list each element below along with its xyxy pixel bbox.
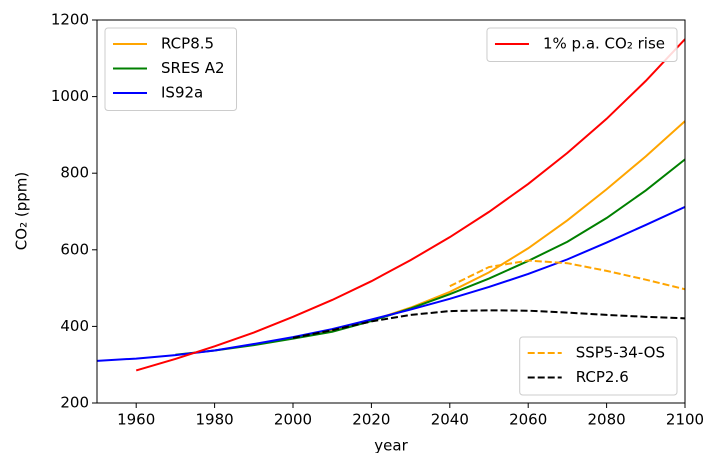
legend-label: RCP8.5 <box>161 35 214 53</box>
x-tick-label: 2040 <box>431 411 469 429</box>
x-tick-label: 2000 <box>274 411 312 429</box>
x-tick-label: 2020 <box>352 411 390 429</box>
x-tick-label: 2100 <box>666 411 704 429</box>
legend-label: 1% p.a. CO₂ rise <box>543 35 665 53</box>
legend-box <box>104 27 238 111</box>
legend-label: SRES A2 <box>161 59 225 77</box>
y-tick-label: 1200 <box>51 11 89 29</box>
legend-box <box>519 336 678 396</box>
legend-label: RCP2.6 <box>576 368 629 386</box>
x-tick-label: 1980 <box>196 411 234 429</box>
line <box>175 158 685 356</box>
y-tick-label: 400 <box>60 317 89 335</box>
line <box>292 309 685 339</box>
y-tick-label: 1000 <box>51 87 89 105</box>
x-tick-label: 2080 <box>588 411 626 429</box>
legend: 1% p.a. CO₂ rise <box>486 27 678 62</box>
x-tick-label: 1960 <box>117 411 155 429</box>
legend-box <box>486 27 678 62</box>
y-tick-label: 600 <box>60 240 89 258</box>
line <box>449 259 685 291</box>
x-axis-label: year <box>374 437 408 453</box>
y-tick-label: 200 <box>60 394 89 412</box>
x-tick-label: 2060 <box>509 411 547 429</box>
y-tick-label: 800 <box>60 164 89 182</box>
legend-label: SSP5-34-OS <box>576 344 665 362</box>
line <box>292 120 685 339</box>
y-axis-label: CO₂ (ppm) <box>13 172 31 250</box>
plot-frame <box>96 19 686 404</box>
line <box>135 38 685 372</box>
legend-label: IS92a <box>161 84 203 102</box>
legend: RCP8.5 SRES A2 IS92a <box>104 27 238 111</box>
legend: SSP5-34-OS RCP2.6 <box>519 336 678 396</box>
